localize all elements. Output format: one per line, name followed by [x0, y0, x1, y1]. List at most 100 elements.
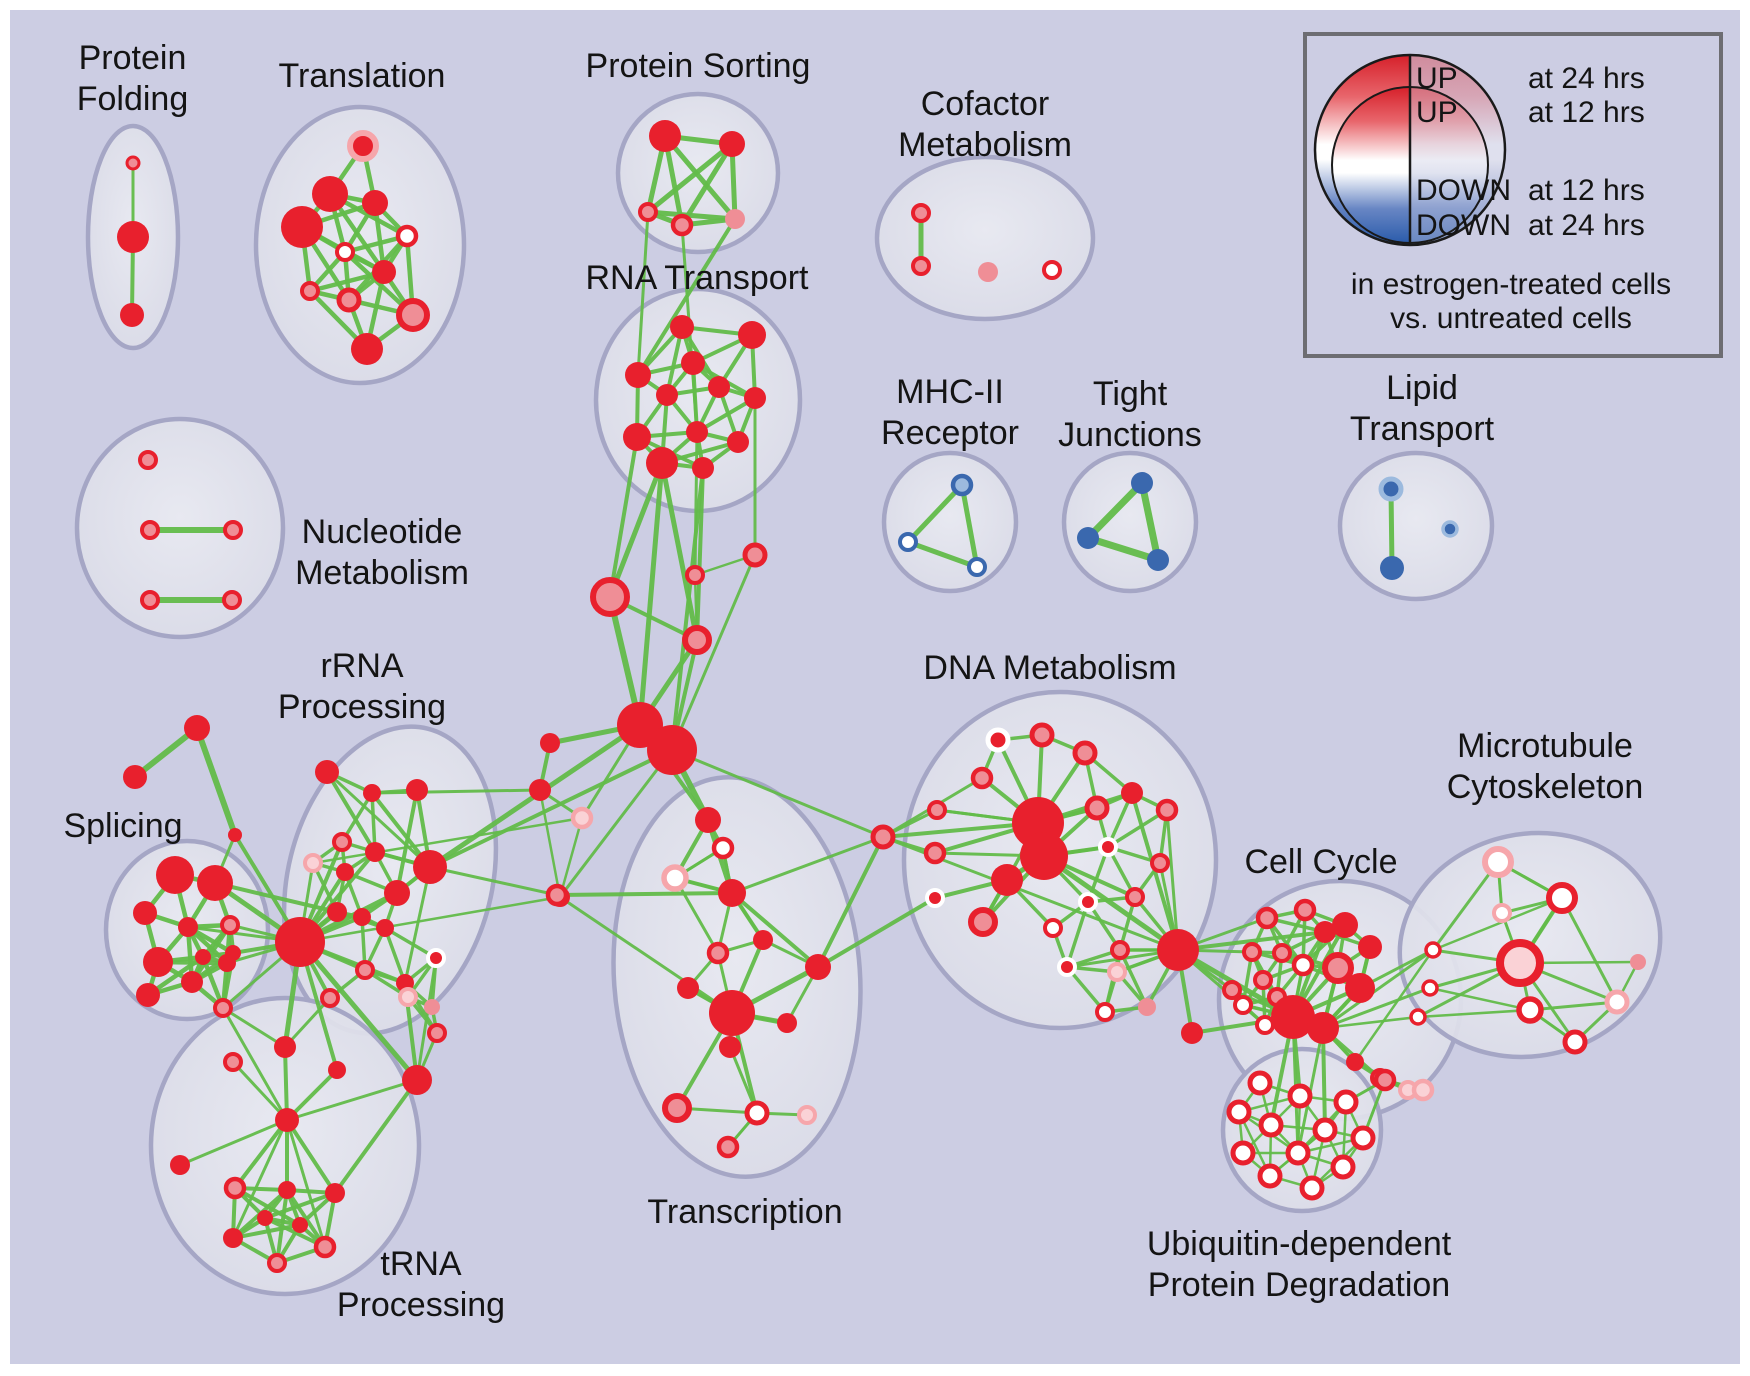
- gene-node-6[interactable]: [281, 206, 323, 248]
- gene-node-67[interactable]: [384, 880, 410, 906]
- gene-node-170[interactable]: [1333, 1089, 1359, 1115]
- gene-node-68[interactable]: [413, 850, 447, 884]
- gene-node-79[interactable]: [427, 1023, 447, 1043]
- gene-node-112[interactable]: [923, 841, 947, 865]
- gene-node-143[interactable]: [1242, 942, 1262, 962]
- gene-node-187[interactable]: [1147, 549, 1169, 571]
- gene-node-147[interactable]: [1345, 973, 1375, 1003]
- gene-node-23[interactable]: [670, 315, 694, 339]
- gene-node-58[interactable]: [218, 954, 236, 972]
- gene-node-16[interactable]: [638, 202, 658, 222]
- gene-node-66[interactable]: [365, 842, 385, 862]
- gene-node-45[interactable]: [184, 715, 210, 741]
- gene-node-116[interactable]: [1072, 740, 1098, 766]
- gene-node-185[interactable]: [1131, 472, 1153, 494]
- gene-node-183[interactable]: [898, 532, 918, 552]
- gene-node-43[interactable]: [570, 806, 594, 830]
- gene-node-144[interactable]: [1272, 943, 1292, 963]
- gene-node-7[interactable]: [395, 224, 419, 248]
- gene-node-64[interactable]: [303, 853, 323, 873]
- gene-node-137[interactable]: [1222, 980, 1242, 1000]
- gene-node-188[interactable]: [1378, 476, 1404, 502]
- gene-node-182[interactable]: [950, 473, 974, 497]
- gene-node-56[interactable]: [136, 983, 160, 1007]
- gene-node-14[interactable]: [649, 120, 681, 152]
- gene-node-51[interactable]: [178, 917, 198, 937]
- gene-node-151[interactable]: [1255, 1015, 1275, 1035]
- gene-node-25[interactable]: [625, 362, 651, 388]
- gene-node-59[interactable]: [213, 998, 233, 1018]
- gene-node-34[interactable]: [692, 457, 714, 479]
- gene-node-94[interactable]: [695, 807, 721, 833]
- gene-node-138[interactable]: [1255, 906, 1279, 930]
- gene-node-2[interactable]: [120, 303, 144, 327]
- gene-node-87[interactable]: [278, 1181, 296, 1199]
- gene-node-101[interactable]: [805, 954, 831, 980]
- gene-node-146[interactable]: [1322, 952, 1354, 984]
- gene-node-76[interactable]: [424, 999, 440, 1015]
- gene-node-24[interactable]: [738, 321, 766, 349]
- gene-node-4[interactable]: [312, 176, 348, 212]
- gene-node-103[interactable]: [709, 990, 755, 1036]
- gene-node-168[interactable]: [1247, 1070, 1273, 1096]
- gene-node-120[interactable]: [1155, 798, 1179, 822]
- gene-node-180[interactable]: [1373, 1068, 1397, 1092]
- gene-node-91[interactable]: [267, 1253, 287, 1273]
- gene-node-1[interactable]: [117, 221, 149, 253]
- gene-node-86[interactable]: [223, 1176, 247, 1200]
- gene-node-48[interactable]: [156, 856, 194, 894]
- gene-node-124[interactable]: [968, 907, 998, 937]
- gene-node-139[interactable]: [1293, 898, 1317, 922]
- gene-node-63[interactable]: [332, 832, 352, 852]
- gene-node-195[interactable]: [222, 590, 242, 610]
- gene-node-15[interactable]: [719, 131, 745, 157]
- gene-node-152[interactable]: [1271, 995, 1315, 1039]
- gene-node-133[interactable]: [1107, 962, 1127, 982]
- gene-node-93[interactable]: [257, 1210, 273, 1226]
- gene-node-69[interactable]: [327, 902, 347, 922]
- gene-node-8[interactable]: [335, 242, 355, 262]
- gene-node-158[interactable]: [1421, 979, 1439, 997]
- gene-node-99[interactable]: [706, 941, 730, 965]
- gene-node-82[interactable]: [328, 1061, 346, 1079]
- gene-node-46[interactable]: [123, 765, 147, 789]
- gene-node-31[interactable]: [686, 421, 708, 443]
- gene-node-140[interactable]: [1314, 921, 1336, 943]
- gene-node-189[interactable]: [1441, 520, 1459, 538]
- gene-node-117[interactable]: [970, 766, 994, 790]
- gene-node-160[interactable]: [1482, 846, 1514, 878]
- gene-node-98[interactable]: [718, 879, 746, 907]
- gene-node-26[interactable]: [681, 351, 705, 375]
- gene-node-30[interactable]: [623, 423, 651, 451]
- gene-node-163[interactable]: [1496, 939, 1544, 987]
- gene-node-57[interactable]: [181, 971, 203, 993]
- gene-node-41[interactable]: [540, 733, 560, 753]
- gene-node-18[interactable]: [725, 209, 745, 229]
- gene-node-148[interactable]: [1253, 970, 1273, 990]
- gene-node-178[interactable]: [1257, 1163, 1283, 1189]
- gene-node-177[interactable]: [1330, 1154, 1356, 1180]
- gene-node-106[interactable]: [662, 1093, 692, 1123]
- gene-node-115[interactable]: [1029, 722, 1055, 748]
- gene-node-186[interactable]: [1077, 527, 1099, 549]
- gene-node-77[interactable]: [320, 988, 340, 1008]
- gene-node-157[interactable]: [1424, 941, 1442, 959]
- gene-node-145[interactable]: [1291, 953, 1315, 977]
- gene-node-37[interactable]: [590, 577, 630, 617]
- gene-node-113[interactable]: [925, 888, 945, 908]
- gene-node-161[interactable]: [1546, 882, 1578, 914]
- gene-node-85[interactable]: [170, 1155, 190, 1175]
- gene-node-70[interactable]: [353, 908, 371, 926]
- gene-node-61[interactable]: [363, 784, 381, 802]
- gene-node-28[interactable]: [708, 376, 730, 398]
- gene-node-33[interactable]: [646, 447, 678, 479]
- gene-node-135[interactable]: [1095, 1002, 1115, 1022]
- gene-node-172[interactable]: [1258, 1112, 1284, 1138]
- gene-node-179[interactable]: [1299, 1175, 1325, 1201]
- gene-node-192[interactable]: [140, 520, 160, 540]
- gene-node-109[interactable]: [716, 1135, 740, 1159]
- gene-node-125[interactable]: [1098, 837, 1118, 857]
- gene-node-89[interactable]: [223, 1228, 243, 1248]
- gene-node-105[interactable]: [719, 1036, 741, 1058]
- gene-node-9[interactable]: [372, 260, 396, 284]
